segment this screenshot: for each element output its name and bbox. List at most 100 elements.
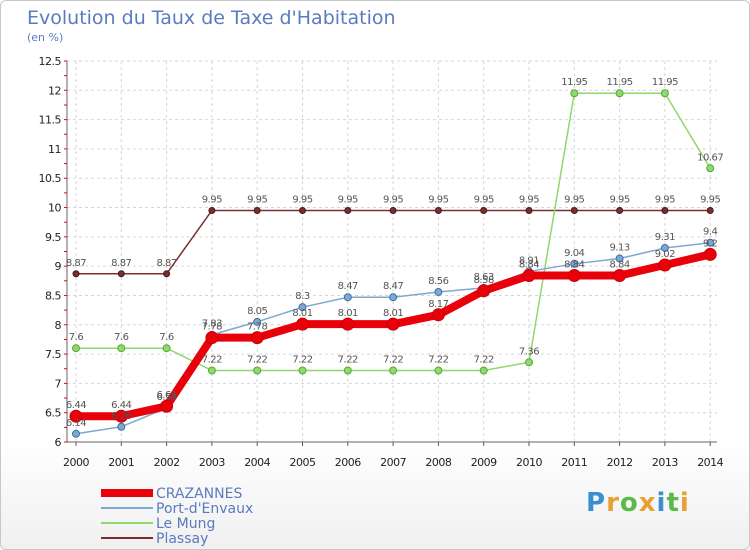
data-label: 7.6 bbox=[114, 332, 129, 343]
x-tick-label: 2011 bbox=[561, 456, 587, 469]
data-label: 8.47 bbox=[383, 281, 403, 292]
data-label: 8.56 bbox=[428, 276, 448, 287]
x-tick-label: 2009 bbox=[471, 456, 497, 469]
data-point bbox=[661, 206, 669, 214]
data-point bbox=[298, 366, 307, 375]
x-tick-label: 2003 bbox=[199, 456, 225, 469]
x-tick-label: 2010 bbox=[516, 456, 542, 469]
data-label: 7.22 bbox=[292, 354, 312, 365]
y-tick-label: 8.5 bbox=[45, 289, 61, 302]
y-tick-label: 7 bbox=[55, 377, 62, 390]
data-point bbox=[343, 293, 352, 302]
y-tick-label: 10.5 bbox=[39, 172, 62, 185]
data-label: 8.84 bbox=[609, 260, 629, 271]
data-point bbox=[117, 422, 126, 431]
x-tick-label: 2005 bbox=[290, 456, 316, 469]
data-label: 8.58 bbox=[474, 275, 494, 286]
data-label: 6.14 bbox=[66, 418, 86, 429]
data-label: 8.01 bbox=[338, 308, 358, 319]
proxiti-logo: Proxiti bbox=[586, 488, 690, 518]
data-label: 11.95 bbox=[561, 77, 587, 88]
data-label: 10.67 bbox=[697, 152, 723, 163]
data-label: 9.95 bbox=[338, 194, 358, 205]
data-label: 8.87 bbox=[66, 258, 86, 269]
data-point bbox=[703, 247, 717, 261]
data-label: 9.95 bbox=[428, 194, 448, 205]
data-label: 9.4 bbox=[703, 227, 718, 238]
series-layer bbox=[69, 89, 717, 438]
y-tick-label: 10 bbox=[48, 202, 61, 215]
data-point bbox=[205, 331, 219, 345]
data-label: 7.22 bbox=[338, 354, 358, 365]
data-label: 7.6 bbox=[69, 332, 84, 343]
data-label: 8.84 bbox=[564, 260, 584, 271]
data-point bbox=[298, 303, 307, 312]
data-point bbox=[207, 366, 216, 375]
y-tick-label: 12.5 bbox=[39, 55, 62, 68]
data-point bbox=[570, 89, 579, 98]
data-point bbox=[660, 89, 669, 98]
data-label: 8.17 bbox=[428, 299, 448, 310]
logo-letter: i bbox=[679, 488, 690, 518]
data-point bbox=[480, 206, 488, 214]
data-label: 9.95 bbox=[474, 194, 494, 205]
y-tick-label: 7.5 bbox=[45, 348, 61, 361]
x-tick-label: 2006 bbox=[335, 456, 361, 469]
data-label: 6.44 bbox=[66, 400, 86, 411]
data-label: 7.6 bbox=[159, 332, 174, 343]
x-tick-label: 2008 bbox=[425, 456, 451, 469]
data-labels-layer: 8.87 8.87 8.87 9.95 9.95 9.95 9.95 9.95 9.95 9.95… bbox=[66, 77, 724, 429]
data-label: 7.78 bbox=[202, 322, 222, 333]
data-point bbox=[434, 206, 442, 214]
data-label: 9.31 bbox=[655, 232, 675, 243]
data-point bbox=[344, 206, 352, 214]
x-tick-label: 2007 bbox=[380, 456, 406, 469]
data-point bbox=[525, 358, 533, 367]
data-label: 7.22 bbox=[474, 354, 494, 365]
y-tick-label: 11.5 bbox=[39, 114, 62, 127]
data-label: 9.04 bbox=[564, 248, 584, 259]
data-label: 7.78 bbox=[247, 322, 267, 333]
data-point bbox=[114, 409, 128, 423]
data-point bbox=[160, 399, 174, 413]
logo-letter: r bbox=[606, 488, 620, 518]
data-point bbox=[163, 270, 171, 278]
data-point bbox=[613, 269, 627, 283]
data-label: 8.01 bbox=[383, 308, 403, 319]
data-point bbox=[162, 344, 171, 353]
data-point bbox=[299, 206, 306, 214]
x-tick-label: 2004 bbox=[244, 456, 270, 469]
data-point bbox=[706, 238, 715, 247]
legend-label: Plassay bbox=[156, 531, 208, 547]
data-point bbox=[389, 293, 398, 302]
x-tick-label: 2000 bbox=[63, 456, 89, 469]
y-tick-label: 9 bbox=[55, 260, 62, 273]
data-label: 7.83 bbox=[202, 319, 222, 330]
data-label: 8.47 bbox=[338, 281, 358, 292]
y-tick-label: 6 bbox=[55, 436, 62, 449]
axes-layer: 6 6.5 7 7.5 8 8.5 9 9.5 10 10.5 11 11.5 12 12.5 2000 20… bbox=[39, 55, 725, 469]
data-label: 9.13 bbox=[609, 243, 629, 254]
data-point bbox=[706, 206, 714, 214]
chart-ylabel: (en %) bbox=[27, 31, 63, 44]
data-label: 7.36 bbox=[519, 346, 539, 357]
data-label: 7.22 bbox=[247, 354, 267, 365]
data-point bbox=[386, 317, 400, 331]
data-point bbox=[72, 344, 80, 353]
data-label: 7.22 bbox=[383, 354, 403, 365]
y-tick-label: 12 bbox=[48, 84, 61, 97]
x-tick-label: 2013 bbox=[652, 456, 678, 469]
data-label: 9.95 bbox=[383, 194, 403, 205]
data-label: 7.22 bbox=[428, 354, 448, 365]
data-point bbox=[253, 206, 261, 214]
data-label: 8.01 bbox=[292, 308, 312, 319]
data-label: 11.95 bbox=[607, 77, 633, 88]
data-point bbox=[570, 206, 578, 214]
data-point bbox=[479, 366, 488, 375]
data-point bbox=[660, 243, 669, 252]
data-point bbox=[658, 258, 672, 272]
data-label: 9.95 bbox=[700, 194, 720, 205]
